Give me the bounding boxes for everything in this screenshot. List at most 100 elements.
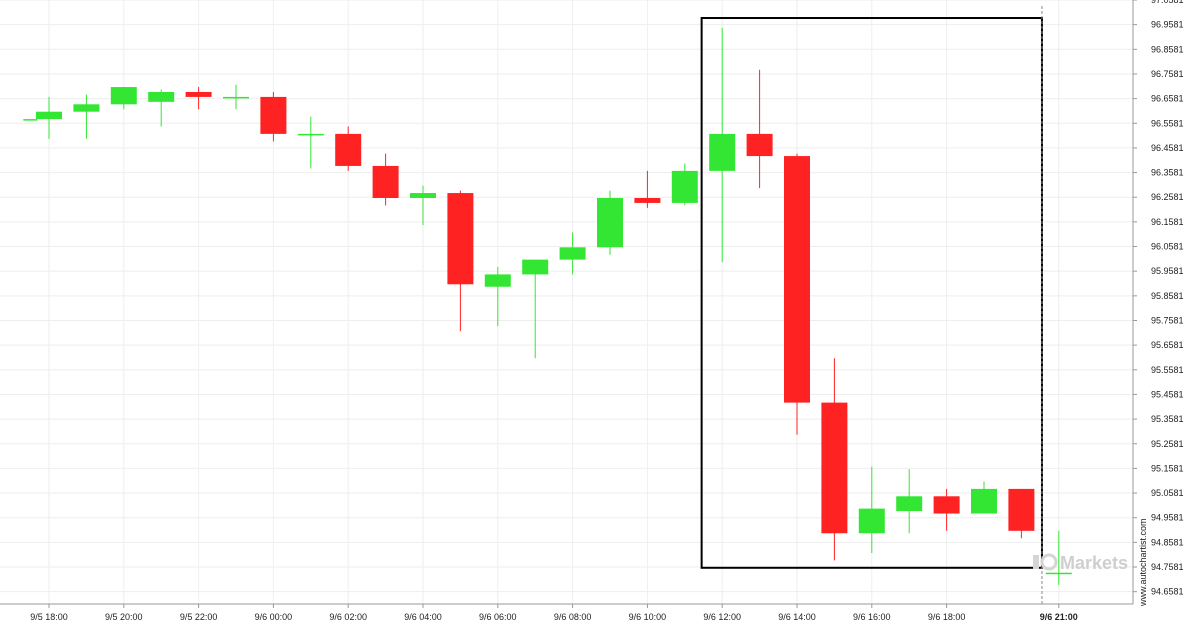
y-tick-label: 95.8581 — [1151, 291, 1184, 301]
x-tick-label: 9/6 04:00 — [404, 612, 442, 622]
candle — [148, 89, 175, 127]
candle — [23, 119, 38, 121]
candle-body — [185, 91, 212, 97]
y-tick-label: 97.0581 — [1151, 0, 1184, 5]
candle-body — [597, 197, 623, 248]
y-tick-label: 95.7581 — [1151, 315, 1184, 325]
candle — [821, 358, 848, 561]
y-tick-label: 96.5581 — [1151, 118, 1184, 128]
candle — [447, 190, 474, 332]
candle — [597, 190, 623, 255]
candle-body — [971, 488, 997, 514]
candle-body — [447, 193, 474, 285]
y-tick-label: 95.3581 — [1151, 414, 1184, 424]
candle-body — [784, 156, 810, 403]
x-tick-label: 9/6 08:00 — [554, 612, 592, 622]
candle — [36, 96, 62, 139]
y-tick-label: 95.5581 — [1151, 365, 1184, 375]
candle-body — [410, 193, 436, 198]
x-tick-label: 9/5 18:00 — [30, 612, 68, 622]
candle-body — [1045, 572, 1072, 575]
x-tick-label: 9/5 22:00 — [180, 612, 218, 622]
candle-body — [148, 91, 175, 102]
x-tick-label: 9/6 00:00 — [255, 612, 293, 622]
candle-body — [634, 197, 661, 203]
x-tick-label: 9/5 20:00 — [105, 612, 143, 622]
x-tick-label: 9/6 14:00 — [778, 612, 816, 622]
candle — [110, 87, 137, 110]
x-tick-label: 9/6 16:00 — [853, 612, 891, 622]
candle — [335, 126, 362, 171]
y-tick-label: 96.1581 — [1151, 217, 1184, 227]
side-watermark-text: www.autochartist.com — [1138, 518, 1148, 607]
logo-mark-icon — [1033, 555, 1039, 569]
y-tick-label: 94.9581 — [1151, 513, 1184, 523]
candle — [372, 153, 399, 206]
candle — [559, 232, 586, 275]
candle — [260, 91, 287, 142]
candle-body — [858, 508, 885, 534]
candle — [933, 488, 960, 531]
candle-body — [110, 87, 137, 105]
candle-body — [335, 133, 362, 166]
axes: 94.6581 94.7581 94.8581 94.9581 95.0581 95.15… — [0, 0, 1184, 622]
y-tick-label: 96.6581 — [1151, 94, 1184, 104]
y-tick-label: 96.4581 — [1151, 143, 1184, 153]
candle — [1045, 530, 1072, 586]
candles — [23, 27, 1072, 586]
candle-body — [1008, 488, 1035, 531]
candle-body — [23, 119, 38, 121]
x-tick-label: 9/6 06:00 — [479, 612, 517, 622]
candle-body — [297, 133, 324, 136]
y-tick-label: 95.0581 — [1151, 488, 1184, 498]
candle — [858, 466, 885, 553]
y-tick-label: 96.8581 — [1151, 44, 1184, 54]
candle-body — [896, 496, 923, 512]
y-tick-label: 95.2581 — [1151, 439, 1184, 449]
candle-body — [36, 111, 62, 120]
candle — [746, 69, 773, 189]
y-tick-label: 94.8581 — [1151, 537, 1184, 547]
markets-logo: Markets — [1033, 553, 1128, 573]
x-tick-label: 9/6 02:00 — [329, 612, 367, 622]
y-tick-label: 95.6581 — [1151, 340, 1184, 350]
branding: www.autochartist.com Markets — [1033, 518, 1148, 607]
candle — [185, 87, 212, 110]
x-tick-label: 9/6 21:00 — [1040, 612, 1078, 622]
candle — [522, 259, 549, 359]
y-tick-label: 96.9581 — [1151, 20, 1184, 30]
y-tick-label: 95.1581 — [1151, 463, 1184, 473]
logo-text: Markets — [1060, 553, 1128, 573]
candle — [896, 469, 923, 534]
candle — [223, 84, 249, 110]
x-tick-label: 9/6 12:00 — [703, 612, 741, 622]
y-tick-label: 96.0581 — [1151, 242, 1184, 252]
candle — [784, 153, 810, 435]
candle — [1008, 488, 1035, 539]
x-tick-label: 9/6 18:00 — [928, 612, 966, 622]
candle-body — [821, 402, 848, 534]
y-tick-label: 96.3581 — [1151, 168, 1184, 178]
candle-body — [671, 170, 698, 203]
logo-ring-icon — [1040, 553, 1058, 571]
candle — [634, 170, 661, 208]
candle — [971, 481, 997, 514]
candle — [73, 94, 100, 139]
candle-body — [223, 96, 249, 99]
candle-body — [559, 247, 586, 260]
candle — [671, 163, 698, 206]
candle — [410, 185, 436, 226]
candle-body — [709, 133, 736, 171]
candle-body — [484, 274, 511, 287]
candle-body — [260, 96, 287, 134]
y-tick-label: 95.9581 — [1151, 266, 1184, 276]
y-tick-label: 94.7581 — [1151, 562, 1184, 572]
pattern-overlay — [700, 6, 1043, 604]
y-tick-label: 96.2581 — [1151, 192, 1184, 202]
candle — [709, 27, 736, 263]
candle — [484, 267, 511, 327]
candle — [297, 116, 324, 169]
x-tick-label: 9/6 10:00 — [629, 612, 667, 622]
